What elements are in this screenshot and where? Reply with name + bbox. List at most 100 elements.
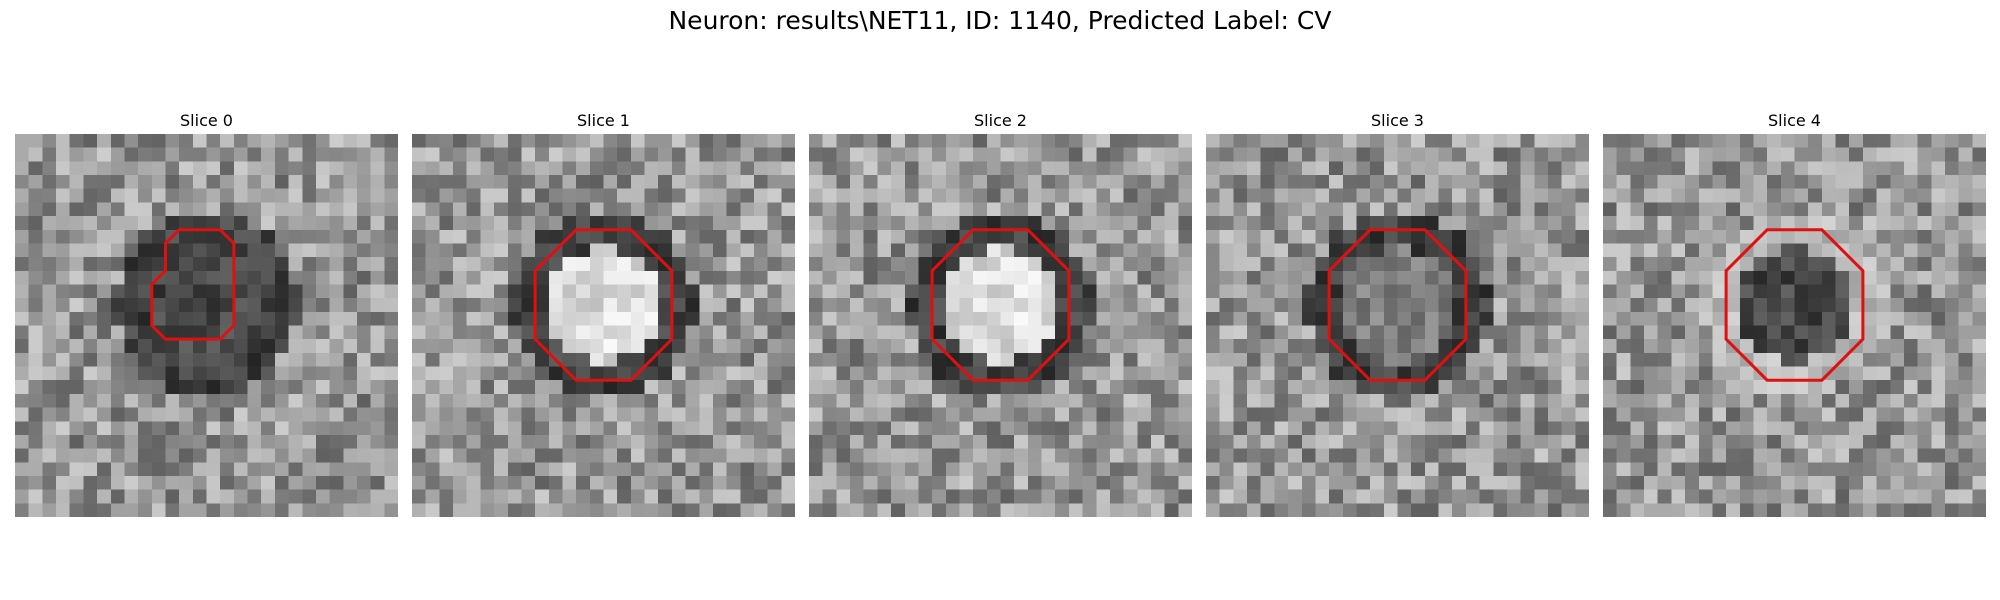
pixel	[1917, 257, 1932, 272]
pixel	[56, 462, 70, 477]
pixel	[466, 475, 481, 490]
pixel	[1890, 380, 1905, 395]
pixel	[1342, 216, 1357, 231]
pixel	[822, 257, 837, 272]
pixel	[877, 448, 892, 463]
pixel	[1794, 434, 1809, 449]
pixel	[42, 161, 57, 176]
pixel	[28, 311, 43, 326]
pixel	[1958, 475, 1973, 490]
pixel	[151, 421, 166, 436]
pixel	[1821, 202, 1836, 217]
pixel	[384, 175, 398, 189]
pixel	[1616, 421, 1631, 436]
pixel	[809, 243, 823, 258]
pixel	[1972, 270, 1986, 285]
pixel	[671, 284, 686, 299]
pixel	[1424, 393, 1439, 408]
pixel	[1383, 175, 1398, 189]
pixel	[1247, 175, 1261, 189]
pixel	[110, 216, 125, 231]
pixel	[1739, 421, 1754, 436]
pixel	[1958, 147, 1973, 162]
pixel	[1561, 339, 1576, 354]
pixel	[891, 270, 906, 285]
pixel	[15, 229, 29, 244]
pixel	[1862, 284, 1877, 299]
pixel	[1027, 284, 1042, 299]
pixel	[1274, 284, 1289, 299]
pixel	[836, 147, 851, 162]
pixel	[1438, 489, 1453, 504]
pixel	[1370, 489, 1385, 504]
pixel	[863, 407, 878, 422]
pixel	[671, 175, 686, 189]
pixel	[1123, 188, 1138, 203]
pixel	[1698, 462, 1713, 477]
pixel	[1014, 339, 1029, 354]
pixel	[1137, 380, 1152, 395]
pixel	[1603, 188, 1617, 203]
pixel	[288, 393, 303, 408]
pixel	[1315, 380, 1330, 395]
pixel	[206, 311, 221, 326]
pixel	[1903, 188, 1918, 203]
pixel	[1329, 325, 1344, 340]
pixel	[1233, 339, 1248, 354]
pixel	[1603, 325, 1617, 340]
pixel	[1041, 298, 1056, 313]
pixel	[247, 366, 262, 381]
pixel	[1068, 270, 1083, 285]
pixel	[658, 298, 673, 313]
pixel	[630, 161, 645, 176]
pixel	[1315, 339, 1330, 354]
pixel	[576, 311, 591, 326]
pixel	[1219, 202, 1234, 217]
pixel	[1794, 270, 1809, 285]
pixel	[261, 434, 276, 449]
pixel	[1411, 380, 1426, 395]
pixel	[767, 161, 782, 176]
pixel	[1082, 311, 1097, 326]
pixel	[1698, 243, 1713, 258]
pixel	[891, 503, 906, 517]
pixel	[1753, 352, 1768, 367]
pixel	[1123, 270, 1138, 285]
pixel	[809, 270, 823, 285]
pixel	[192, 352, 207, 367]
pixel	[439, 503, 454, 517]
pixel	[1739, 188, 1754, 203]
pixel	[233, 147, 248, 162]
pixel	[699, 311, 714, 326]
pixel	[315, 462, 330, 477]
pixel	[1274, 147, 1289, 162]
pixel	[1520, 147, 1535, 162]
pixel	[1178, 243, 1192, 258]
pixel	[836, 489, 851, 504]
pixel	[1958, 352, 1973, 367]
pixel	[1041, 188, 1056, 203]
pixel	[288, 366, 303, 381]
pixel	[973, 352, 988, 367]
pixel	[1247, 229, 1261, 244]
pixel	[1917, 147, 1932, 162]
pixel	[1547, 284, 1562, 299]
pixel	[384, 298, 398, 313]
pixel	[453, 462, 467, 477]
pixel	[1301, 325, 1316, 340]
pixel	[1944, 475, 1959, 490]
pixel	[1041, 229, 1056, 244]
pixel	[302, 270, 317, 285]
pixel	[384, 161, 398, 176]
pixel	[1370, 311, 1385, 326]
pixel	[1219, 352, 1234, 367]
pixel	[302, 434, 317, 449]
pixel	[1575, 161, 1589, 176]
pixel	[1370, 421, 1385, 436]
pixel	[726, 134, 741, 148]
pixel	[179, 325, 194, 340]
pixel	[507, 147, 522, 162]
pixel	[356, 257, 371, 272]
pixel	[15, 393, 29, 408]
pixel	[165, 339, 180, 354]
